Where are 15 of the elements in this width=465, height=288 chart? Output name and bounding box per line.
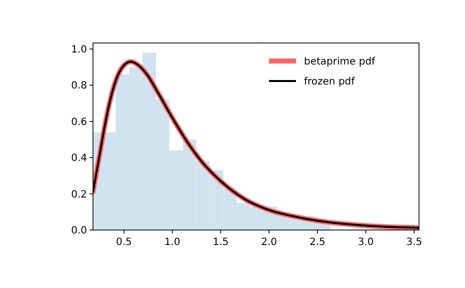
y-tick-label: 0.8 [71,80,87,92]
x-tick-label: 2.0 [261,237,278,248]
legend-label: betaprime pdf [304,56,376,68]
legend-label: frozen pdf [304,76,356,88]
y-tick-label: 0.4 [71,153,87,164]
y-tick-label: 1.0 [71,44,87,56]
x-tick-label: 0.5 [116,237,132,248]
x-tick-label: 2.5 [309,237,326,248]
y-tick-label: 0.2 [71,189,87,200]
x-tick-label: 1.5 [212,237,229,248]
x-tick-label: 3.0 [358,237,374,248]
x-tick-label: 1.0 [164,237,180,248]
y-tick-label: 0.6 [71,116,87,128]
x-tick-label: 3.5 [406,237,422,248]
y-tick-label: 0.0 [71,226,87,236]
